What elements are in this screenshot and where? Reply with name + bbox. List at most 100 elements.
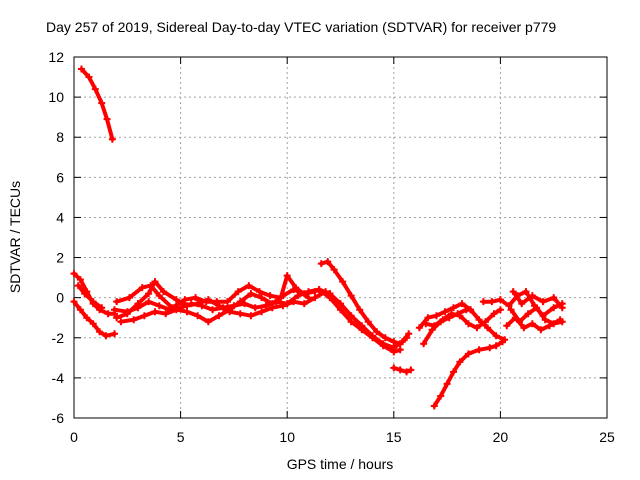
data-point [501,336,509,344]
data-point [96,328,104,336]
data-point [111,306,119,314]
data-point [74,282,82,290]
data-point [147,282,155,290]
data-point [484,324,492,332]
data-point [373,328,381,336]
data-point [266,292,274,300]
data-point [213,298,221,306]
data-point [151,308,159,316]
data-point [424,314,432,322]
data-point [464,320,472,328]
x-tick-label: 5 [177,429,185,445]
data-point [545,322,553,330]
data-point [300,300,308,308]
y-tick-label: 6 [56,169,64,185]
data-point [347,292,355,300]
series-trace-3 [70,298,119,340]
series-trace-8 [113,272,313,312]
data-point [490,310,498,318]
data-point [183,302,191,310]
data-point [347,312,355,320]
data-point [145,298,153,306]
data-point [528,320,536,328]
data-point [449,304,457,312]
data-point [390,344,398,352]
data-point [464,350,472,358]
data-point [326,290,334,298]
data-point [398,338,406,346]
data-point [481,318,489,326]
series-line [511,289,565,310]
data-series [70,65,566,410]
series-trace-9 [317,258,411,348]
data-point [145,290,153,298]
series-trace-20 [503,314,564,334]
x-tick-label: 20 [493,429,509,445]
data-point [113,314,121,322]
data-point [358,322,366,330]
data-point [492,342,500,350]
data-point [258,294,266,302]
series-trace-19 [509,288,566,312]
data-point [379,340,387,348]
series-line [423,307,503,330]
data-point [113,298,121,306]
data-point [76,306,84,314]
data-point [255,288,263,296]
series-line [76,283,104,310]
data-point [458,300,466,308]
y-tick-label: 10 [48,89,64,105]
data-point [155,292,163,300]
data-point [441,308,449,316]
series-line [317,287,403,354]
data-point [509,288,517,296]
data-point [290,298,298,306]
data-point [432,312,440,320]
data-point [364,318,372,326]
series-trace-12 [390,364,415,376]
series-trace-11 [326,290,413,352]
data-point [524,310,532,318]
data-point [488,298,496,306]
data-point [70,298,78,306]
data-point [283,272,291,280]
data-point [449,368,457,376]
series-trace-4 [74,282,106,312]
data-point [475,316,483,324]
data-point [315,286,323,294]
data-point [337,300,344,308]
series-trace-13 [430,338,507,410]
data-point [172,296,180,304]
data-point [503,322,511,330]
data-point [130,316,138,324]
data-point [356,306,364,314]
data-point [505,302,513,310]
data-point [317,260,325,268]
data-point [330,266,338,274]
data-point [103,115,111,123]
data-point [347,318,355,326]
data-point [247,290,255,298]
chart-title: Day 257 of 2019, Sidereal Day-to-day VTE… [46,19,556,35]
data-point [279,302,287,310]
x-tick-label: 10 [279,429,295,445]
data-point [520,324,528,332]
data-point [202,298,210,306]
data-point [390,364,398,372]
x-axis-label: GPS time / hours [287,456,394,472]
data-point [168,304,176,312]
x-axis-ticks: 0 5 10 15 20 25 [70,57,615,445]
data-point [162,310,170,318]
data-point [81,290,89,298]
data-point [111,330,119,338]
data-point [447,310,455,318]
data-point [390,338,398,346]
data-point [134,300,142,308]
data-point [245,282,253,290]
data-point [558,304,566,312]
data-point [539,298,547,306]
data-point [194,300,202,308]
data-point [104,310,112,318]
data-point [337,306,344,314]
data-point [443,380,451,388]
